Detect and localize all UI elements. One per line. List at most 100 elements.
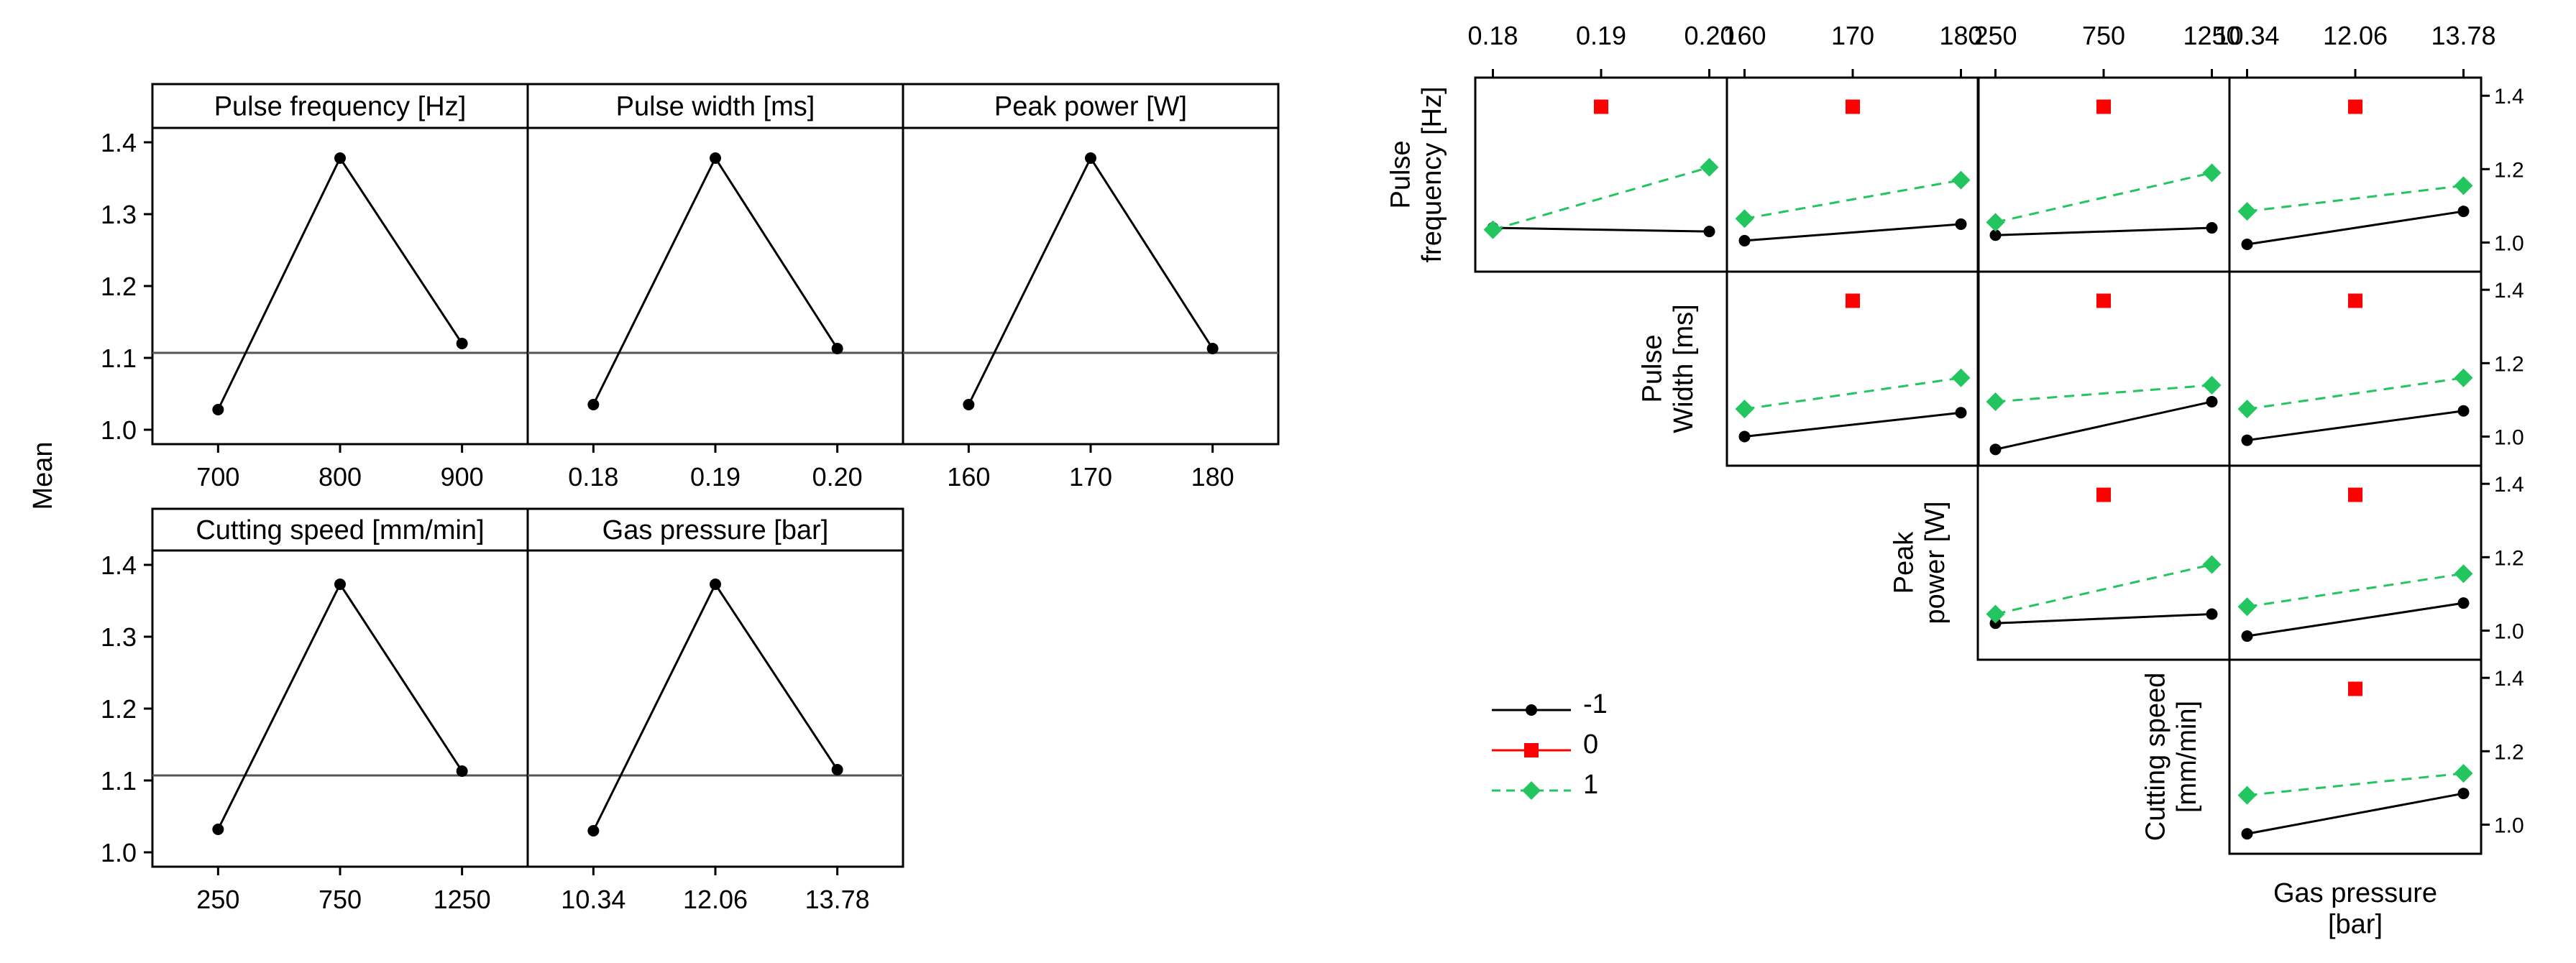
series-minus-line (1995, 612, 2212, 625)
bottom-factor-label: Gas pressure [bar] (2273, 878, 2437, 940)
panel-title: Gas pressure [bar] (602, 515, 829, 545)
right-tick-label: 1.4 (2494, 85, 2524, 109)
mean-line (592, 155, 838, 405)
series-minus-line (2247, 602, 2464, 637)
interaction-cell (1474, 76, 1728, 273)
series-minus-point (1703, 226, 1715, 238)
top-tick-label: 12.06 (2323, 21, 2388, 50)
series-plus-point (2454, 176, 2473, 195)
series-minus-point (2457, 597, 2470, 609)
series-plus-point (1986, 392, 2005, 411)
series-plus-point (1483, 220, 1503, 239)
top-tick-label: 250 (1974, 21, 2017, 50)
y-tick-label: 1.3 (101, 622, 137, 652)
panel-title-strip (526, 507, 904, 552)
series-zero-point (2348, 681, 2362, 696)
mean-point (831, 343, 843, 354)
series-plus-point (2454, 763, 2473, 783)
series-plus-point (1986, 604, 2005, 624)
series-minus-line (1493, 226, 1710, 233)
series-minus-point (2241, 828, 2253, 840)
bottom-factor-label-line: [bar] (2328, 910, 2383, 940)
series-plus-line (1744, 179, 1961, 220)
series-minus-point (1955, 407, 1967, 419)
right-tick-label: 1.0 (2494, 814, 2524, 837)
top-tick-label: 0.19 (1576, 21, 1626, 50)
top-tick-label: 13.78 (2431, 21, 2495, 50)
mean-line (592, 581, 838, 831)
y-tick-label: 1.0 (101, 415, 137, 445)
mean-point (963, 399, 975, 410)
top-tick-label: 160 (1723, 21, 1766, 50)
series-minus-point (1989, 443, 2002, 456)
panel-title: Pulse frequency [Hz] (214, 92, 467, 122)
series-minus-line (2247, 210, 2464, 246)
top-tick-label: 10.34 (2214, 21, 2279, 50)
mean-point (587, 825, 600, 837)
panel-title-strip (151, 83, 529, 129)
series-minus-point (2457, 788, 2470, 800)
series-minus-line (1995, 226, 2212, 236)
series-minus-point (1738, 234, 1751, 246)
main-effect-panel: Peak power [W] 160 170 180 (902, 83, 1280, 492)
panel-title: Peak power [W] (994, 92, 1187, 122)
top-tick-label: 750 (2082, 21, 2125, 50)
series-plus-line (1744, 377, 1961, 410)
x-tick-label: 13.78 (805, 885, 870, 914)
series-plus-line (2247, 772, 2464, 797)
series-plus-point (2237, 202, 2257, 221)
series-minus-line (2247, 792, 2464, 835)
panel-frame (151, 126, 529, 446)
series-plus-line (1493, 166, 1710, 231)
main-effect-panel: Pulse frequency [Hz] 700 800 900 1.0 1.1 1.2 1.… (101, 83, 529, 492)
row-factor-label-line: Width [ms] (1669, 304, 1699, 433)
series-plus-point (2202, 555, 2222, 574)
series-zero-point (1846, 99, 1860, 114)
series-minus-point (2241, 239, 2253, 251)
series-zero-point (1594, 99, 1608, 114)
x-tick-label: 0.18 (568, 462, 618, 492)
series-plus-point (2202, 375, 2222, 395)
y-tick-label: 1.3 (101, 200, 137, 229)
legend-label: 0 (1583, 729, 1598, 760)
x-tick-label: 10.34 (561, 885, 625, 914)
series-minus-line (1744, 411, 1961, 438)
y-tick-label: 1.1 (101, 766, 137, 796)
x-tick-label: 250 (196, 885, 239, 914)
row-factor-label-line: Pulse (1385, 140, 1416, 208)
y-axis-label: Mean (28, 441, 58, 510)
interaction-cell (2228, 464, 2483, 661)
legend-label: 1 (1583, 770, 1598, 800)
y-tick-label: 1.4 (101, 128, 137, 157)
legend-item: 1 (1492, 770, 1598, 800)
series-minus-point (1955, 218, 1967, 230)
interaction-cell (2228, 270, 2483, 467)
top-tick-label: 170 (1831, 21, 1874, 50)
mean-point (831, 764, 843, 775)
right-tick-label: 1.4 (2494, 473, 2524, 497)
legend-marker (1524, 743, 1539, 757)
mean-point (456, 765, 468, 777)
series-plus-point (1735, 400, 1754, 419)
legend: -1 0 1 (1492, 689, 1608, 800)
series-plus-point (2454, 564, 2473, 584)
mean-point (212, 824, 224, 835)
right-tick-label: 1.4 (2494, 667, 2524, 691)
series-minus-point (2457, 405, 2470, 417)
series-minus-point (2241, 630, 2253, 642)
series-plus-line (2247, 572, 2464, 608)
series-minus-line (1744, 223, 1961, 242)
x-tick-label: 180 (1191, 462, 1234, 492)
row-factor-label: Peakpower [W] (1889, 501, 1951, 624)
panel-title-strip (902, 83, 1280, 129)
row-factor-label: Cutting speed[mm/min] (2140, 673, 2202, 842)
mean-line (217, 581, 463, 830)
mean-point (710, 152, 721, 164)
top-tick-label: 0.20 (1684, 21, 1734, 50)
series-minus-line (2247, 410, 2464, 442)
legend-item: 0 (1492, 729, 1598, 760)
right-tick-label: 1.0 (2494, 425, 2524, 449)
row-factor-label-line: Peak (1889, 531, 1919, 594)
x-tick-label: 160 (947, 462, 990, 492)
